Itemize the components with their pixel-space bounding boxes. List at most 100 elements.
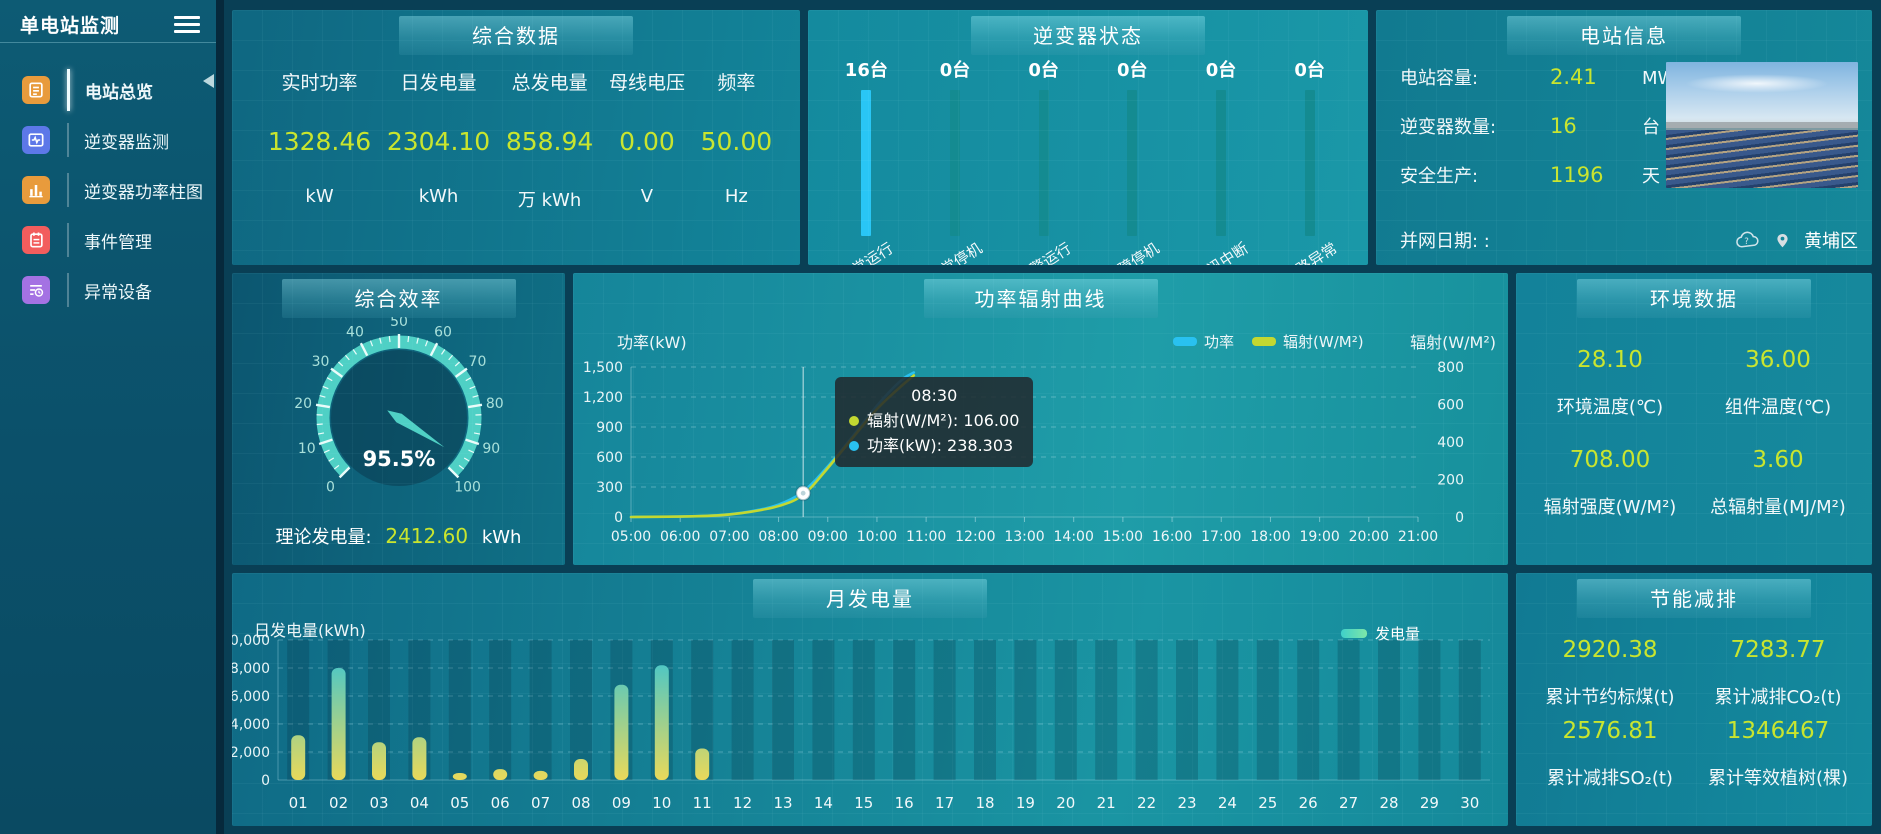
panel-title: 逆变器状态 (971, 16, 1205, 55)
sidebar-collapse-arrow-icon[interactable] (203, 74, 214, 88)
svg-text:18: 18 (975, 794, 994, 812)
panel-monthly-generation: 月发电量 日发电量(kWh) 发电量 0 2,000 4,000 6,000 8,000… (232, 573, 1508, 826)
tooltip-radiation-row: 辐射(W/M²): 106.00 (849, 409, 1019, 434)
svg-text:30: 30 (1460, 794, 1479, 812)
svg-text:14:00: 14:00 (1054, 529, 1094, 545)
bar-chart-legend[interactable]: 发电量 (1340, 623, 1420, 644)
status-bar (861, 90, 872, 236)
svg-text:25: 25 (1258, 794, 1277, 812)
svg-text:17:00: 17:00 (1201, 529, 1241, 545)
right-axis-label: 辐射(W/M²) (1410, 333, 1496, 352)
svg-text:20:00: 20:00 (1349, 529, 1389, 545)
summary-metrics: 实时功率 1328.46 kW 日发电量 2304.10 kWh 总发电量 85… (232, 10, 800, 212)
weather-cloud-icon[interactable]: ? (1734, 230, 1761, 250)
legend-power[interactable]: 功率 (1173, 331, 1234, 352)
chart-tooltip: 08:30 辐射(W/M²): 106.00 功率(kW): 238.303 (835, 377, 1034, 468)
module-temperature: 36.00 组件温度(℃) (1724, 347, 1832, 418)
environment-grid: 28.10 环境温度(℃) 36.00 组件温度(℃) 708.00 辐射强度(… (1516, 273, 1872, 551)
abnormal-device-list-icon (22, 276, 50, 304)
inverter-status-comm-lost: 0台 通讯中断 (1191, 60, 1252, 265)
svg-text:27: 27 (1339, 794, 1358, 812)
panel-inverter-status: 逆变器状态 16台 正常运行 0台 正常停机 0台 (808, 10, 1368, 265)
svg-text:19: 19 (1016, 794, 1035, 812)
panel-title: 环境数据 (1577, 279, 1811, 318)
panel-title: 综合数据 (399, 16, 633, 55)
svg-text:300: 300 (596, 480, 623, 496)
svg-text:02: 02 (329, 794, 348, 812)
sidebar: 单电站监测 电站总览 逆变器监测 (0, 0, 216, 834)
svg-text:13:00: 13:00 (1004, 529, 1044, 545)
svg-text:10,000: 10,000 (232, 633, 270, 649)
svg-text:15:00: 15:00 (1103, 529, 1143, 545)
svg-text:28: 28 (1379, 794, 1398, 812)
app-title: 单电站监测 (20, 14, 121, 37)
svg-text:800: 800 (1437, 360, 1464, 376)
sidebar-item-abnormal-devices[interactable]: 异常设备 (0, 267, 216, 313)
location-pin-icon[interactable] (1775, 230, 1790, 251)
safe-production-row: 安全生产: 1196 天 (1400, 163, 1660, 187)
svg-text:20: 20 (294, 396, 312, 412)
svg-text:15: 15 (854, 794, 873, 812)
svg-text:03: 03 (369, 794, 388, 812)
svg-text:05:00: 05:00 (611, 529, 651, 545)
panel-title: 月发电量 (753, 579, 987, 618)
sidebar-item-station-overview[interactable]: 电站总览 (0, 67, 216, 113)
sidebar-item-inverter-power-bars[interactable]: 逆变器功率柱图 (0, 167, 216, 213)
radiation-dot (849, 416, 859, 427)
svg-text:12:00: 12:00 (955, 529, 995, 545)
co2-reduced: 7283.77 累计减排CO₂(t) (1714, 637, 1842, 709)
radiation-intensity: 708.00 辐射强度(W/M²) (1543, 447, 1677, 518)
svg-text:11:00: 11:00 (906, 529, 946, 545)
svg-text:09: 09 (612, 794, 631, 812)
svg-text:600: 600 (596, 450, 623, 466)
legend-radiation[interactable]: 辐射(W/M²) (1252, 331, 1364, 352)
svg-text:60: 60 (434, 325, 452, 341)
panel-energy-saving: 节能减排 2920.38 累计节约标煤(t) 7283.77 累计减排CO₂(t… (1516, 573, 1872, 826)
sidebar-menu: 电站总览 逆变器监测 逆变器功率柱图 事 (0, 67, 216, 313)
legend-swatch (1252, 337, 1277, 346)
sidebar-item-label: 逆变器功率柱图 (84, 182, 203, 203)
sidebar-header: 单电站监测 (0, 0, 216, 43)
sidebar-item-inverter-monitor[interactable]: 逆变器监测 (0, 117, 216, 163)
metric-value: 1328.46 (267, 127, 372, 156)
power-radiation-line-chart[interactable]: 0 300 600 900 1,200 1,500 0 200 400 600 800 05:00 06… (573, 357, 1508, 565)
metric-value: 50.00 (700, 127, 773, 156)
sidebar-item-event-management[interactable]: 事件管理 (0, 217, 216, 263)
svg-text:12: 12 (733, 794, 752, 812)
svg-text:4,000: 4,000 (232, 717, 270, 733)
metric-total-generation: 总发电量 858.94 万 kWh (505, 72, 594, 211)
so2-reduced: 2576.81 累计减排SO₂(t) (1547, 717, 1673, 789)
station-location[interactable]: 黄埔区 (1804, 231, 1858, 252)
svg-text:21: 21 (1097, 794, 1116, 812)
trees-equivalent: 1346467 累计等效植树(棵) (1707, 717, 1849, 789)
panel-title: 功率辐射曲线 (923, 279, 1158, 318)
svg-text:10: 10 (652, 794, 671, 812)
svg-text:900: 900 (596, 420, 623, 436)
sidebar-item-label: 异常设备 (84, 282, 152, 303)
svg-text:08:00: 08:00 (758, 529, 798, 545)
ambient-temperature: 28.10 环境温度(℃) (1556, 347, 1664, 418)
monthly-generation-bar-chart[interactable]: 0 2,000 4,000 6,000 8,000 10,000 01 02 03 04 05 06 0… (232, 628, 1508, 824)
svg-text:100: 100 (454, 480, 481, 496)
sidebar-item-label: 逆变器监测 (84, 132, 169, 153)
menu-hamburger-icon[interactable] (174, 12, 200, 37)
svg-text:07: 07 (531, 794, 550, 812)
efficiency-gauge: 0 10 20 30 40 50 60 70 80 90 100 95.5% (294, 317, 503, 496)
svg-text:13: 13 (773, 794, 792, 812)
svg-text:90: 90 (482, 441, 500, 457)
svg-text:06: 06 (491, 794, 510, 812)
event-notebook-icon (22, 226, 50, 254)
svg-text:400: 400 (1437, 435, 1464, 451)
svg-text:0: 0 (614, 510, 623, 526)
inverter-status-bars: 16台 正常运行 0台 正常停机 0台 告警运行 (808, 10, 1368, 265)
svg-text:95.5%: 95.5% (362, 447, 435, 471)
svg-text:07:00: 07:00 (709, 529, 749, 545)
panel-title: 综合效率 (281, 279, 516, 318)
power-bar-chart-icon (22, 176, 50, 204)
energy-saving-grid: 2920.38 累计节约标煤(t) 7283.77 累计减排CO₂(t) 257… (1516, 573, 1872, 812)
metric-bus-voltage: 母线电压 0.00 V (608, 72, 685, 207)
svg-text:16: 16 (895, 794, 914, 812)
svg-text:0: 0 (261, 773, 270, 789)
svg-text:?: ? (1744, 237, 1749, 247)
